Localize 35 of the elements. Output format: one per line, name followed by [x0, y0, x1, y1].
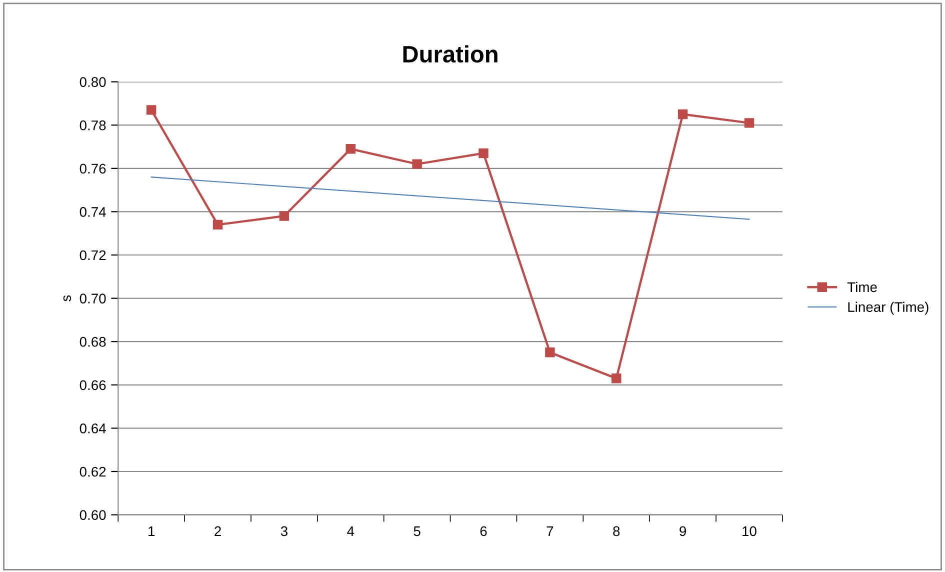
point: [146, 105, 156, 115]
y-tick-label: 0.72: [80, 250, 106, 260]
y-tick-label: 0.60: [80, 510, 106, 520]
point: [545, 348, 555, 358]
x-tick-label: 1: [148, 526, 155, 536]
y-axis-title: s: [63, 295, 71, 302]
x-tick-label: 2: [214, 526, 221, 536]
y-tick-label: 0.62: [80, 466, 106, 477]
y-tick-label: 0.68: [80, 336, 106, 347]
y-tick-label: 0.66: [80, 380, 106, 390]
x-tick-label: 6: [480, 526, 487, 536]
point: [612, 374, 622, 384]
point: [346, 144, 356, 154]
point: [412, 159, 422, 169]
y-tick-label: 0.70: [80, 294, 106, 304]
point: [744, 118, 754, 128]
y-tick-label: 0.76: [80, 164, 106, 174]
point: [678, 109, 688, 120]
y-tick-label: 0.74: [80, 207, 106, 217]
point: [279, 211, 290, 221]
x-tick-label: 10: [742, 526, 756, 536]
x-tick-label: 9: [680, 526, 686, 536]
legend-label: Linear (Time): [848, 302, 928, 315]
x-tick-label: 3: [280, 526, 288, 536]
x-tick-label: 8: [613, 526, 620, 536]
point: [478, 148, 488, 158]
y-tick-label: 0.64: [80, 424, 106, 434]
point: [212, 220, 223, 230]
y-tick-label: 0.80: [80, 77, 106, 87]
x-tick-label: 7: [546, 526, 554, 536]
x-tick-label: 5: [414, 526, 420, 536]
y-tick-label: 0.78: [80, 120, 106, 130]
x-tick-label: 4: [347, 526, 354, 536]
chart-title: Duration: [403, 45, 498, 63]
legend-label: Time: [847, 282, 877, 292]
